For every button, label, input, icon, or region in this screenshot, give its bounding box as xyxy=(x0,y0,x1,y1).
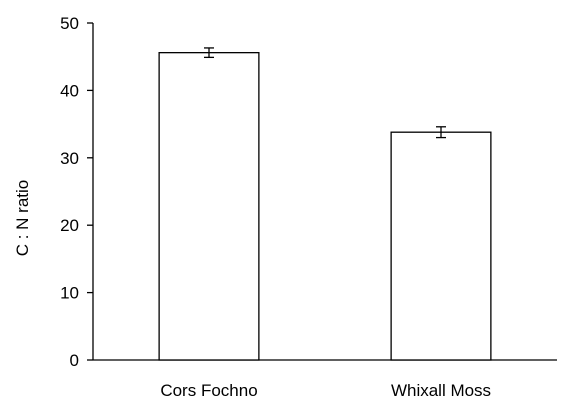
error-bars xyxy=(204,47,446,139)
x-tick-label: Whixall Moss xyxy=(391,381,491,400)
bar xyxy=(158,52,260,361)
y-axis-label: C : N ratio xyxy=(13,180,32,257)
y-tick-label: 20 xyxy=(60,216,79,235)
bar xyxy=(390,131,492,361)
x-tick-labels: Cors Fochno Whixall Moss xyxy=(160,381,491,400)
bars xyxy=(158,52,492,361)
y-tick-labels: 0 10 20 30 40 50 xyxy=(60,14,79,370)
y-tick-label: 50 xyxy=(60,14,79,33)
x-tick-label: Cors Fochno xyxy=(160,381,257,400)
y-tick-label: 40 xyxy=(60,81,79,100)
y-tick-label: 0 xyxy=(70,351,79,370)
y-tick-label: 30 xyxy=(60,149,79,168)
y-tick-label: 10 xyxy=(60,284,79,303)
